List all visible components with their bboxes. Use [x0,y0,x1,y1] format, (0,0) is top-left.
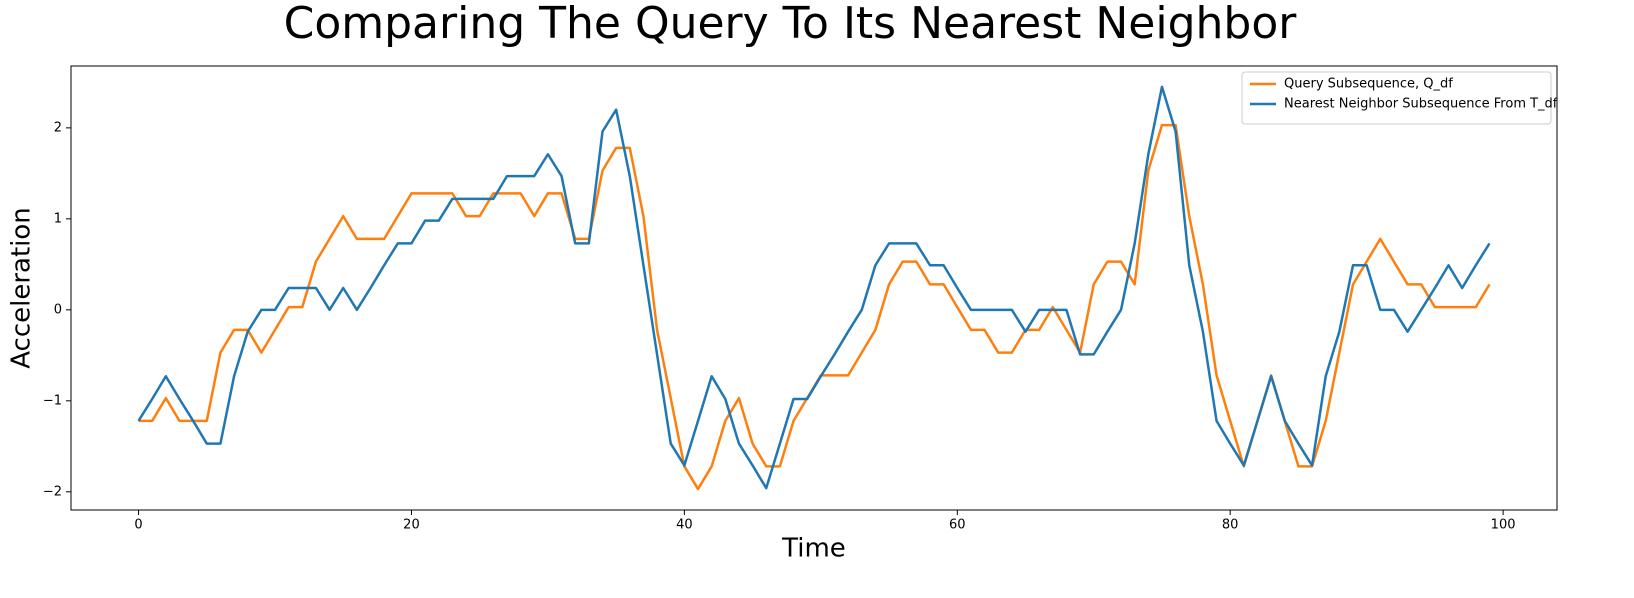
data-line [137,85,1491,490]
x-tick-label: 80 [1222,518,1239,533]
legend-label: Query Subsequence, Q_df [1284,77,1453,92]
x-tick-label: 100 [1491,518,1516,533]
chart-title: Comparing The Query To Its Nearest Neigh… [284,0,1298,49]
y-tick-label: −1 [43,393,62,408]
legend-box [1241,71,1552,125]
data-line [138,123,1491,491]
x-tick-label: 60 [949,518,966,533]
x-tick-label: 0 [134,518,142,533]
y-tick-label: 1 [54,211,62,226]
x-axis-label: Time [781,534,846,564]
x-tick-label: 40 [676,518,693,533]
y-tick-label: 2 [54,120,62,135]
axes-frame [70,65,1558,511]
y-tick-label: −2 [43,484,62,499]
x-tick-label: 20 [403,518,420,533]
y-axis-label: Acceleration [7,207,37,369]
y-tick-label: 0 [54,302,62,317]
legend-label: Nearest Neighbor Subsequence From T_df [1284,97,1558,112]
